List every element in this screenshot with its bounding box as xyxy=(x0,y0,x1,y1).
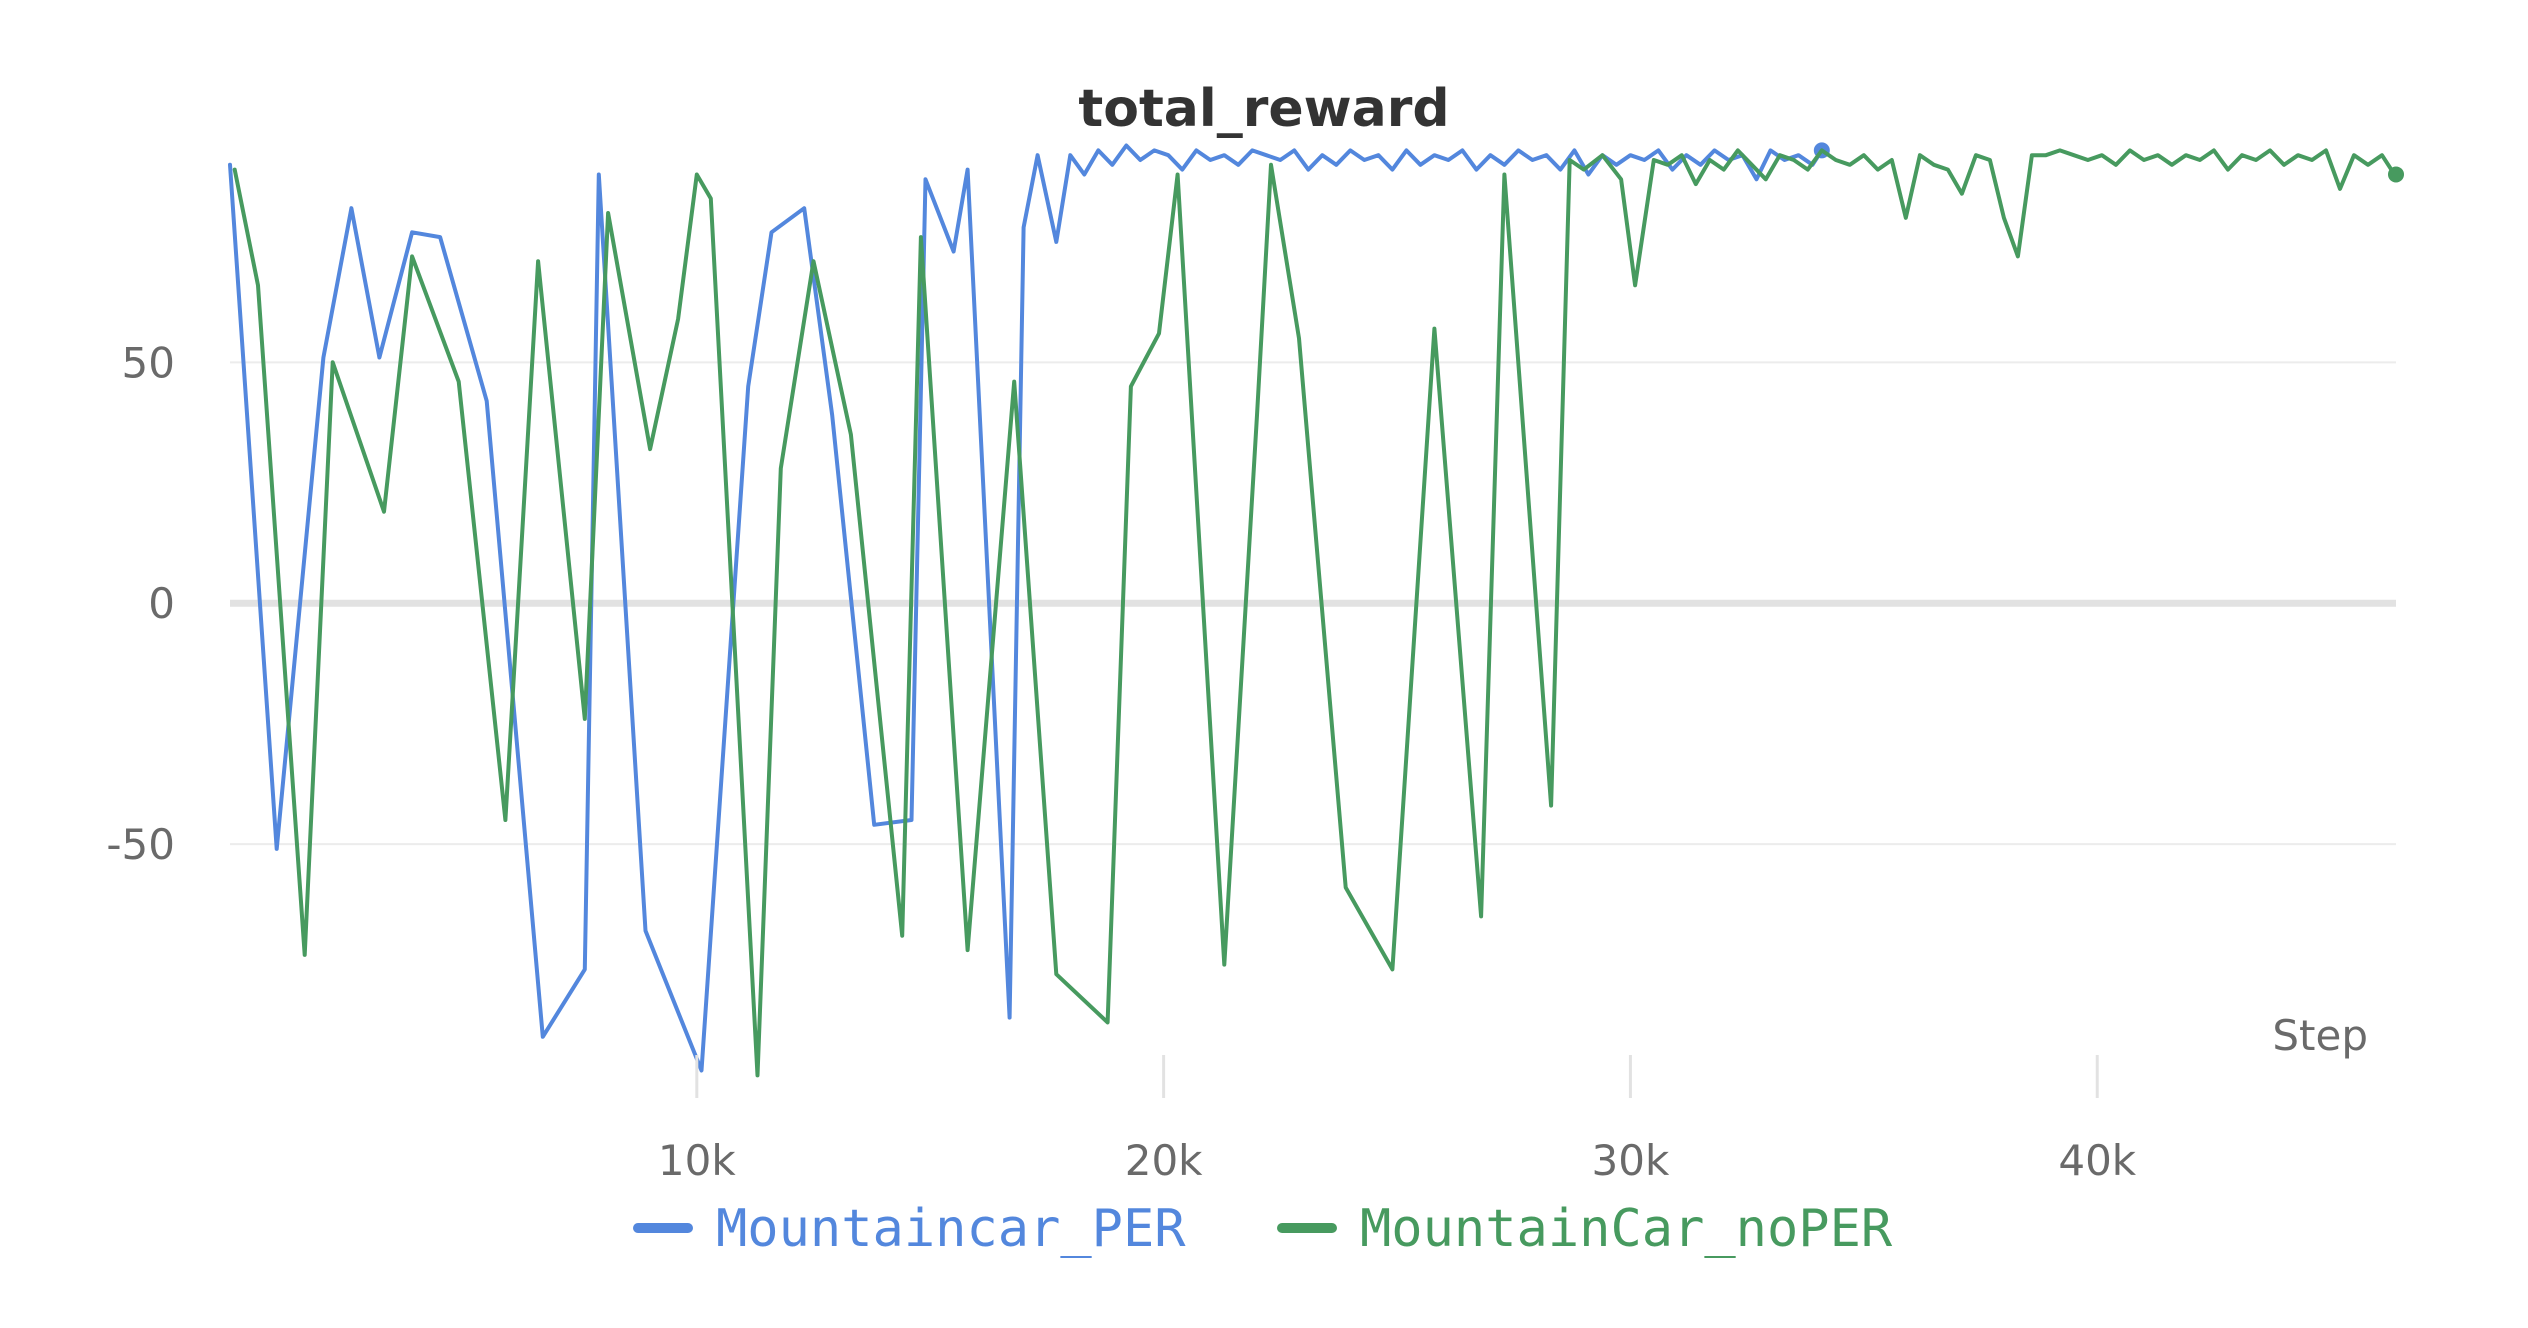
x-axis-label: Step xyxy=(2272,1011,2368,1060)
legend[interactable]: Mountaincar_PER MountainCar_noPER xyxy=(633,1199,1893,1259)
y-tick-label: 0 xyxy=(148,579,175,628)
x-tick-label: 30k xyxy=(1592,1136,1670,1185)
axis-ticks: -50 0 50 10k 20k 30k 40k xyxy=(106,338,2136,1185)
series-line-Mountaincar_PER xyxy=(228,143,1824,1073)
y-tick-label: 50 xyxy=(122,338,175,387)
series-line-MountainCar_noPER xyxy=(232,148,2398,1078)
y-tick-label: -50 xyxy=(106,820,175,869)
x-tick-label: 10k xyxy=(658,1136,736,1185)
series-lines xyxy=(228,142,2404,1078)
legend-entry[interactable]: Mountaincar_PER xyxy=(716,1199,1186,1259)
series-end-point xyxy=(2388,166,2404,183)
x-tick-label: 20k xyxy=(1125,1136,1203,1185)
x-tick-label: 40k xyxy=(2058,1136,2136,1185)
legend-entry[interactable]: MountainCar_noPER xyxy=(1360,1199,1893,1259)
chart-title: total_reward xyxy=(1078,79,1449,139)
